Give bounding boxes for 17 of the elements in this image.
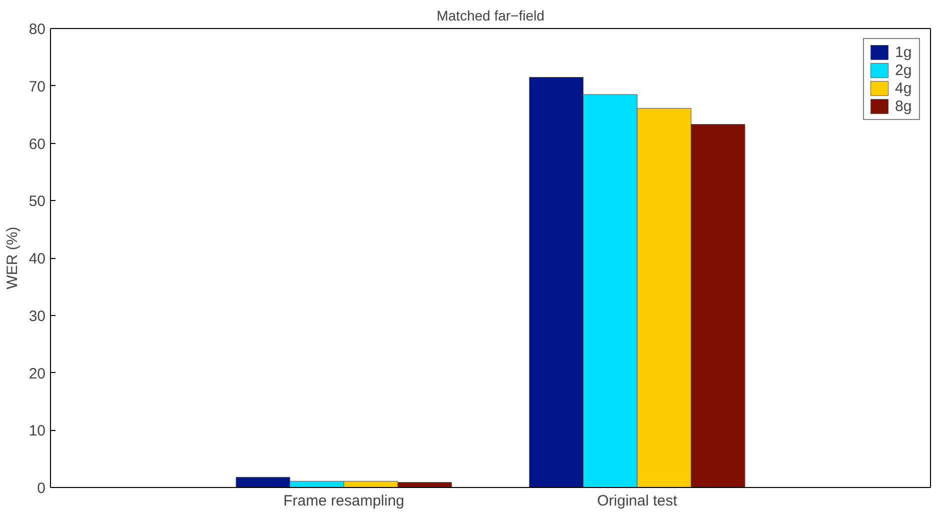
y-tick-label: 80	[28, 21, 46, 38]
y-tick-label: 60	[28, 136, 46, 153]
y-tick-label: 50	[28, 193, 46, 210]
x-tick-label: Original test	[597, 492, 678, 510]
legend-label: 4g	[895, 80, 913, 96]
chart-title: Matched far−field	[436, 8, 544, 24]
legend-label: 1g	[895, 44, 913, 60]
y-tick-label: 0	[37, 480, 46, 497]
y-axis-title: WER (%)	[4, 226, 21, 290]
legend-label: 2g	[895, 62, 913, 78]
legend-label: 8g	[895, 98, 913, 114]
y-tick-label: 20	[28, 365, 46, 382]
y-tick-label: 30	[28, 308, 46, 325]
y-tick-label: 70	[28, 78, 46, 96]
y-tick-label: 10	[28, 422, 46, 440]
x-tick-label: Frame resampling	[283, 492, 404, 510]
y-tick-label: 40	[28, 250, 46, 268]
